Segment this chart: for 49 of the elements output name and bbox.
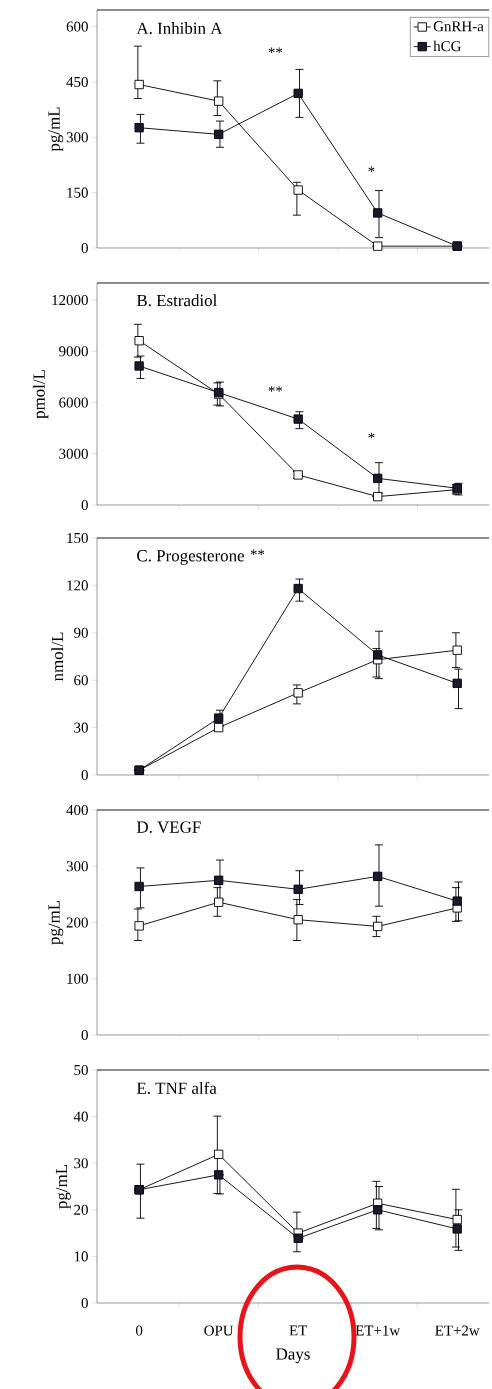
text: D. VEGF xyxy=(136,821,201,833)
y-tick-label: 9000 xyxy=(59,346,88,357)
annotation: ** xyxy=(250,549,265,556)
text: E. TNF alfa xyxy=(136,1081,217,1095)
y-tick-label: 0 xyxy=(81,499,88,511)
legend-label: GnRH-a xyxy=(433,21,484,32)
y-tick-label: 400 xyxy=(66,804,88,816)
annotation: * xyxy=(368,166,375,173)
x-tick-label: OPU xyxy=(204,1325,234,1336)
y-tick-label: 150 xyxy=(67,532,88,544)
y-tick-label: 10 xyxy=(74,1251,88,1262)
y-tick-label: 0 xyxy=(81,242,88,254)
annotation: ** xyxy=(268,47,283,54)
y-tick-label: 0 xyxy=(81,769,88,781)
x-tick-label: 0 xyxy=(135,1325,143,1336)
y-tick-label: 30 xyxy=(74,1158,88,1169)
y-tick-label: 0 xyxy=(81,1029,88,1041)
x-axis-title: Days xyxy=(276,1348,310,1364)
y-tick-label: 30 xyxy=(74,722,88,733)
y-tick-label: 300 xyxy=(66,861,88,872)
x-tick-label: ET+2w xyxy=(435,1325,480,1336)
y-tick-label: 300 xyxy=(66,132,88,143)
text: A. Inhibin A xyxy=(136,22,223,35)
y-tick-label: 50 xyxy=(74,1064,88,1076)
annotation: * xyxy=(368,432,375,439)
text: C. Progesterone xyxy=(137,550,245,565)
y-tick-label: 450 xyxy=(66,76,88,87)
y-tick-label: 200 xyxy=(66,917,88,928)
y-tick-label: 120 xyxy=(67,580,88,591)
y-axis-title: nmol/L xyxy=(51,632,64,682)
y-axis-title: pg/mL xyxy=(55,1164,71,1209)
y-tick-label: 12000 xyxy=(52,295,88,306)
y-tick-label: 150 xyxy=(67,187,88,198)
legend-label: hCG xyxy=(433,40,461,52)
y-tick-label: 0 xyxy=(81,1297,88,1309)
y-tick-label: 20 xyxy=(74,1204,88,1215)
y-tick-label: 90 xyxy=(74,627,88,638)
y-axis-title: pg/mL xyxy=(48,107,64,152)
y-tick-label: 3000 xyxy=(59,448,88,459)
text: B. Estradiol xyxy=(136,294,217,307)
annotation: ** xyxy=(268,386,283,392)
y-tick-label: 600 xyxy=(66,21,88,32)
y-tick-label: 60 xyxy=(74,675,88,686)
y-tick-label: 6000 xyxy=(59,397,88,408)
y-axis-title: pg/mL xyxy=(48,900,64,945)
y-tick-label: 40 xyxy=(73,1111,88,1122)
y-axis-title: pmol/L xyxy=(32,370,49,419)
x-tick-label: ET xyxy=(289,1325,308,1336)
y-tick-label: 100 xyxy=(67,973,88,984)
